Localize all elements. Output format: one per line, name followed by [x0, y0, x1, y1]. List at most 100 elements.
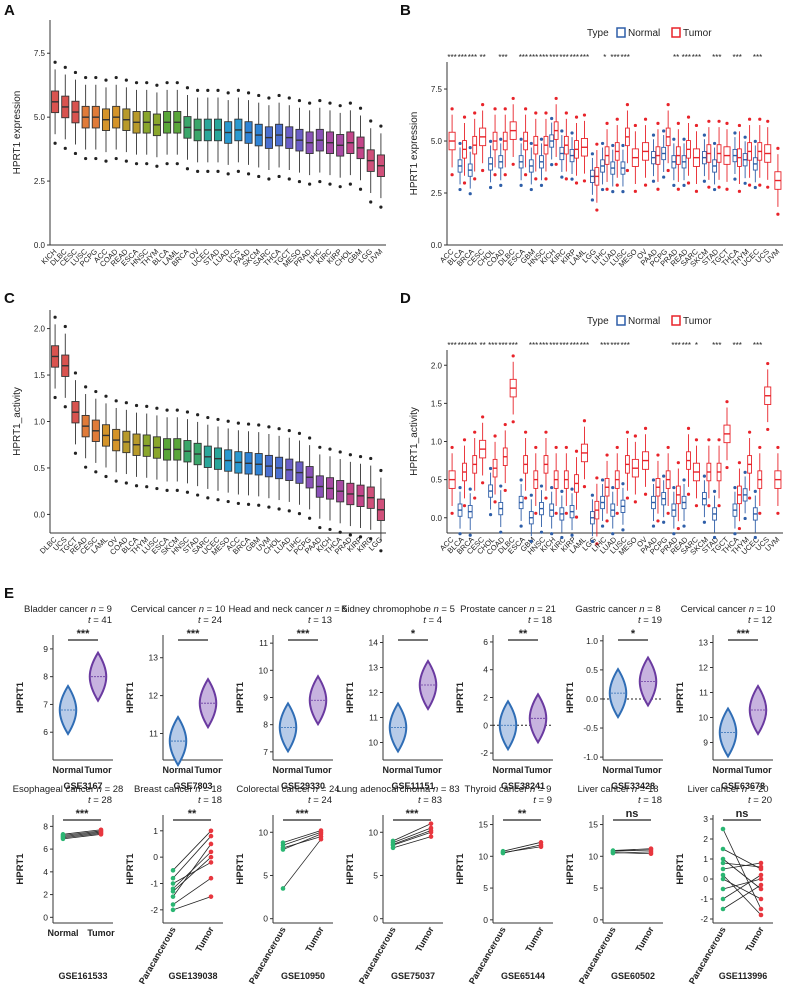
box-outlier [611, 143, 615, 148]
box-outlier [725, 121, 729, 125]
box-outlier [682, 183, 686, 187]
paired-point-tumor [758, 872, 764, 878]
box-outlier [165, 81, 169, 85]
box-outlier [529, 141, 533, 146]
box-outlier [753, 489, 757, 493]
box-outlier [582, 419, 587, 423]
box-outlier [625, 430, 630, 434]
box-outlier [712, 187, 717, 192]
significance-mark: *** [488, 341, 497, 350]
box-outlier [662, 474, 666, 478]
box-outlier [328, 101, 332, 105]
box-outlier [539, 530, 544, 534]
y-tick-label: 10 [589, 851, 599, 861]
paired-point-normal [390, 845, 396, 851]
box-outlier [267, 177, 271, 181]
y-tick-label: 3 [703, 814, 708, 824]
paired-point-tumor [208, 849, 214, 855]
box-outlier [633, 500, 637, 504]
box-outlier [524, 496, 528, 500]
box-outlier [84, 75, 88, 80]
dataset-label: GSE10950 [281, 971, 325, 981]
paired-point-tumor [318, 831, 324, 837]
box-outlier [748, 183, 752, 187]
y-tick-label: 1.5 [431, 399, 443, 408]
y-tick-label: 5 [263, 870, 268, 880]
box-outlier [625, 496, 630, 500]
paired-point-normal [280, 886, 286, 891]
box-outlier [94, 156, 98, 161]
box-outlier [625, 103, 630, 107]
box-outlier [621, 482, 625, 486]
significance-mark: *** [621, 53, 630, 62]
box-outlier [257, 93, 261, 98]
y-axis-label: HPRT1 [675, 853, 686, 885]
box-outlier [737, 526, 742, 531]
box-outlier [707, 438, 711, 442]
box-outlier [104, 159, 108, 163]
y-tick-label: 2.5 [34, 177, 46, 186]
paired-point-normal [170, 889, 176, 894]
x-tick-label: Tumor [304, 765, 332, 775]
box-outlier [104, 78, 108, 82]
box-outlier [450, 511, 454, 515]
legend-normal-key [616, 315, 626, 326]
box-outlier [733, 177, 737, 181]
box-outlier [686, 181, 691, 185]
y-tick-label: 10 [369, 827, 379, 837]
violin-panel-gse29330: Head and neck cancer n = 5t = 13 7 8 9 10 11 H… [228, 604, 347, 791]
box-outlier [287, 428, 291, 433]
box-outlier [676, 121, 680, 125]
violin-panel-gse33428: Gastric cancer n = 8t = 19 -1.0 -0.5 0.0 0.5… [565, 604, 663, 791]
box-outlier [206, 88, 210, 92]
significance-mark: *** [600, 341, 609, 350]
legend-title: Type [587, 28, 609, 39]
x-tick-label: Tumor [413, 925, 436, 954]
box-outlier [236, 501, 240, 506]
box-outlier [758, 183, 762, 187]
subplot-title: Breast cancer n = 18 [134, 784, 222, 795]
box-outlier [338, 185, 342, 189]
subplot-t-stat: t = 28 [88, 795, 112, 806]
panel-label-e: E [4, 585, 15, 602]
paired-line [172, 830, 212, 871]
box-outlier [539, 183, 544, 187]
subplot-t-stat: t = 24 [308, 795, 332, 806]
paired-line [722, 874, 762, 916]
y-tick-label: 11 [369, 713, 378, 723]
y-tick-label: 7 [263, 747, 268, 757]
x-tick-label: Normal [47, 928, 78, 938]
violin-panel-gse38241: Prostate cancer n = 21t = 18 -2 0 2 4 6 HPRT1 N… [455, 604, 556, 791]
paired-point-normal [720, 856, 726, 862]
box-outlier [277, 174, 281, 179]
subplot-t-stat: t = 41 [88, 615, 112, 626]
box-outlier [686, 492, 691, 496]
box-outlier [206, 169, 210, 173]
paired-point-normal [170, 907, 176, 913]
significance-mark: *** [76, 808, 90, 820]
significance-mark: *** [447, 53, 456, 62]
paired-point-normal [280, 840, 286, 845]
box-outlier [519, 183, 523, 187]
y-tick-label: 8 [43, 821, 48, 831]
y-axis-label: HPRT1 [455, 853, 466, 885]
box-outlier [196, 88, 200, 92]
box-outlier [358, 454, 363, 459]
y-tick-label: 2 [483, 693, 488, 703]
box-outlier [748, 117, 752, 121]
y-tick-label: 14 [369, 638, 379, 648]
paired-point-normal [610, 848, 616, 853]
subplot-title: Bladder cancer n = 9 [24, 604, 112, 615]
box-outlier [185, 490, 190, 494]
significance-mark: *** [559, 53, 568, 62]
y-tick-label: 10 [259, 827, 269, 837]
box-outlier [682, 524, 686, 528]
box-outlier [226, 172, 230, 176]
box-outlier [564, 511, 568, 515]
box-outlier [725, 465, 729, 470]
box-outlier [554, 96, 558, 101]
subplot-t-stat: t = 20 [748, 795, 772, 806]
y-tick-label: 0 [263, 914, 268, 924]
box-outlier [53, 60, 57, 64]
box-outlier [499, 183, 503, 187]
